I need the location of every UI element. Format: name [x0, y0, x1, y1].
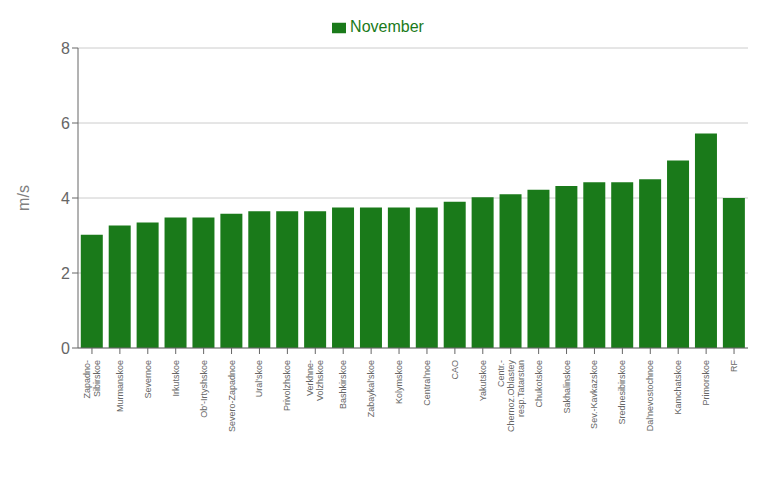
svg-text:Kamchatskoe: Kamchatskoe	[673, 360, 683, 415]
svg-text:Irkutskoe: Irkutskoe	[171, 360, 181, 397]
svg-text:0: 0	[61, 340, 70, 357]
svg-text:Centr.-Chernoz.Oblasteyresp.Ta: Centr.-Chernoz.Oblasteyresp.Tatarstan	[496, 360, 526, 433]
svg-text:Primorskoe: Primorskoe	[701, 360, 711, 406]
svg-text:Ural'skoe: Ural'skoe	[254, 360, 264, 397]
svg-text:CAO: CAO	[450, 360, 460, 380]
svg-text:Zapadno-Sibirskoe: Zapadno-Sibirskoe	[82, 360, 102, 399]
svg-text:Murmanskoe: Murmanskoe	[115, 360, 125, 412]
svg-text:Kolymskoe: Kolymskoe	[394, 360, 404, 404]
svg-text:Sakhalinskoe: Sakhalinskoe	[562, 360, 572, 414]
svg-text:Verkhnе-Volzhskoe: Verkhnе-Volzhskoe	[305, 360, 325, 401]
svg-text:Sev.-Kavkazskoe: Sev.-Kavkazskoe	[589, 360, 599, 429]
svg-text:Central'noe: Central'noe	[422, 360, 432, 406]
svg-text:8: 8	[61, 40, 70, 57]
svg-text:Bashkirskoe: Bashkirskoe	[338, 360, 348, 409]
svg-text:2: 2	[61, 265, 70, 282]
html-text:November: November	[350, 18, 424, 35]
svg-text:Privolzhskoe: Privolzhskoe	[282, 360, 292, 411]
svg-text:RF: RF	[729, 360, 739, 372]
svg-text:Yakutskoe: Yakutskoe	[478, 360, 488, 401]
svg-text:Zabaykal'skoe: Zabaykal'skoe	[366, 360, 376, 417]
svg-text:m/s: m/s	[15, 185, 32, 211]
svg-text:4: 4	[61, 190, 70, 207]
svg-text:Severnoe: Severnoe	[143, 360, 153, 399]
svg-text:Srednesibirskoe: Srednesibirskoe	[617, 360, 627, 425]
svg-text:Ob'-Irtyshskoe: Ob'-Irtyshskoe	[199, 360, 209, 418]
svg-text:Chukotskoe: Chukotskoe	[534, 360, 544, 408]
svg-text:6: 6	[61, 115, 70, 132]
svg-text:Severo-Zapadnoe: Severo-Zapadnoe	[227, 360, 237, 432]
svg-text:Dal'nevostochnoe: Dal'nevostochnoe	[645, 360, 655, 431]
